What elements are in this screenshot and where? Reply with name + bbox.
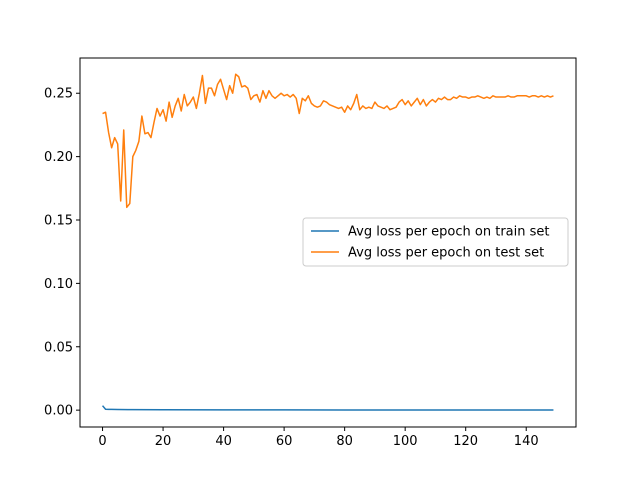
legend-label-1: Avg loss per epoch on train set (348, 225, 550, 240)
legend-label-2: Avg loss per epoch on test set (348, 246, 544, 261)
x-tick-label: 80 (336, 434, 353, 449)
x-tick-label: 0 (98, 434, 106, 449)
legend: Avg loss per epoch on train set Avg loss … (302, 217, 569, 267)
series-line-1 (101, 405, 554, 411)
x-tick-label: 100 (393, 434, 418, 449)
y-axis: 0.00 0.05 0.10 0.15 0.20 0.25 (44, 87, 80, 419)
y-tick-label: 0.25 (44, 87, 73, 102)
x-tick-label: 120 (453, 434, 478, 449)
plot-area (79, 57, 577, 428)
x-tick-label: 140 (514, 434, 539, 449)
y-tick-label: 0.20 (44, 150, 73, 165)
x-axis: 0 20 40 60 80 100 120 140 (98, 427, 539, 449)
y-tick-label: 0.00 (44, 404, 73, 419)
x-tick-label: 20 (155, 434, 172, 449)
y-tick-label: 0.15 (44, 214, 73, 229)
y-tick-label: 0.10 (44, 277, 73, 292)
y-tick-label: 0.05 (44, 340, 73, 355)
x-tick-label: 40 (215, 434, 232, 449)
axes-frame (79, 57, 577, 428)
legend-box (302, 217, 569, 267)
series-layer (101, 73, 554, 411)
x-tick-label: 60 (276, 434, 293, 449)
series-line-2 (102, 73, 554, 209)
